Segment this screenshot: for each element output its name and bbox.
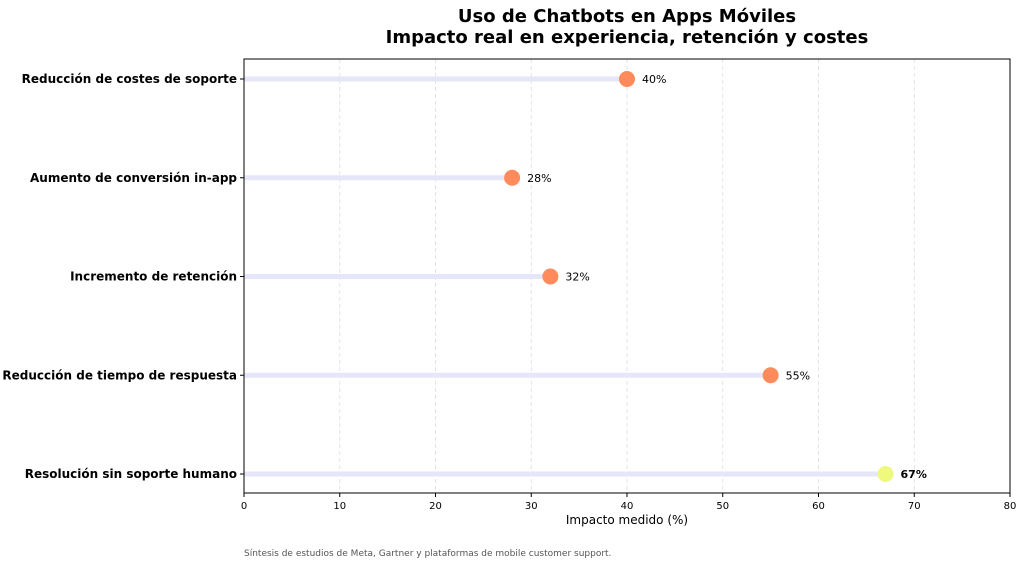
lollipop-dot: [542, 268, 559, 285]
x-tick-label: 30: [525, 501, 538, 512]
x-tick-label: 40: [621, 501, 634, 512]
lollipop-dot: [504, 169, 521, 186]
footnote: Síntesis de estudios de Meta, Gartner y …: [244, 549, 611, 559]
data-label: 28%: [527, 172, 551, 185]
x-axis-label: Impacto medido (%): [566, 513, 688, 527]
x-tick-label: 60: [812, 501, 825, 512]
x-tick-label: 50: [716, 501, 729, 512]
x-tick-label: 70: [908, 501, 921, 512]
x-tick-label: 80: [1004, 501, 1017, 512]
x-tick-label: 20: [429, 501, 442, 512]
lollipop-dot: [619, 71, 635, 87]
y-tick-label: Reducción de costes de soporte: [22, 72, 237, 86]
data-label: 40%: [642, 73, 666, 86]
lollipop-dot: [762, 367, 779, 384]
y-tick-label: Incremento de retención: [70, 270, 237, 284]
data-label: 55%: [786, 369, 810, 382]
x-tick-label: 0: [241, 501, 247, 512]
y-tick-label: Resolución sin soporte humano: [25, 467, 237, 481]
x-tick-label: 10: [333, 501, 346, 512]
chart-subtitle: Impacto real en experiencia, retención y…: [386, 27, 869, 48]
y-tick-label: Reducción de tiempo de respuesta: [2, 368, 237, 382]
y-tick-label: Aumento de conversión in-app: [30, 171, 237, 185]
data-label: 32%: [565, 271, 589, 284]
lollipop-dot: [877, 466, 894, 482]
chart-title: Uso de Chatbots en Apps Móviles: [458, 6, 796, 27]
data-label-highlight: 67%: [901, 468, 927, 481]
